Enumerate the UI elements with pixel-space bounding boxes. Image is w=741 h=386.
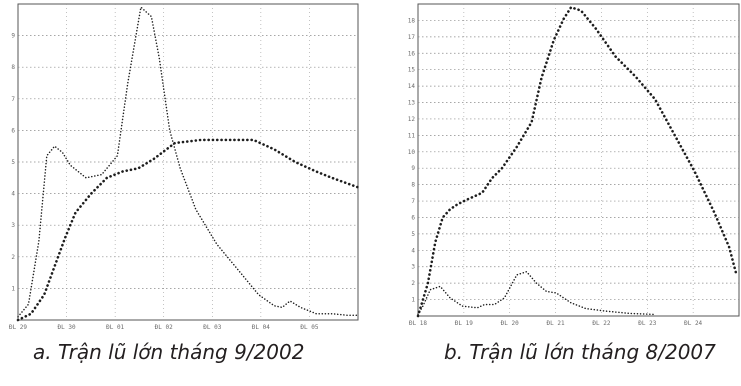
y-tick-label: 6 [11, 127, 15, 134]
series-line-1 [416, 5, 738, 318]
y-tick-label: 15 [408, 67, 416, 74]
x-tick-label: ĐL 02 [155, 324, 173, 331]
y-tick-label: 3 [11, 222, 15, 229]
y-tick-label: 9 [411, 165, 415, 172]
chart-caption-a: a. Trận lũ lớn tháng 9/2002 [33, 340, 305, 364]
y-tick-label: 6 [411, 214, 415, 221]
y-tick-label: 2 [11, 254, 15, 261]
y-tick-label: 3 [411, 264, 415, 271]
y-tick-label: 1 [11, 285, 15, 292]
y-tick-label: 5 [11, 159, 15, 166]
y-tick-label: 7 [411, 198, 415, 205]
x-tick-label: ĐL 23 [638, 320, 656, 327]
y-tick-label: 7 [11, 96, 15, 103]
y-tick-label: 4 [411, 247, 415, 254]
chart-panel-a: 1 2 3 4 5 6 7 8 9 ĐL 29 ĐL 30 ĐL 01 ĐL 02 ĐL 03 ĐL 04 Đ… [0, 0, 370, 386]
x-tick-label: ĐL 20 [501, 320, 519, 327]
x-tick-label: ĐL 29 [9, 324, 27, 331]
x-tick-label: ĐL 05 [300, 324, 318, 331]
series-line-2 [417, 270, 656, 316]
y-tick-label: 17 [408, 34, 416, 41]
y-tick-label: 14 [408, 83, 416, 90]
y-tick-label: 5 [411, 231, 415, 238]
series-line-2 [16, 138, 360, 322]
x-tick-label: ĐL 24 [684, 320, 702, 327]
x-tick-label: ĐL 01 [106, 324, 124, 331]
y-tick-label: 9 [11, 33, 15, 40]
x-tick-label: ĐL 19 [455, 320, 473, 327]
x-tick-label: ĐL 03 [203, 324, 221, 331]
hydrograph-chart-a: 1 2 3 4 5 6 7 8 9 ĐL 29 ĐL 30 ĐL 01 ĐL 02 ĐL 03 ĐL 04 Đ… [9, 3, 360, 331]
y-tick-label: 18 [408, 17, 416, 24]
y-tick-label: 16 [408, 50, 416, 57]
y-tick-label: 12 [408, 116, 416, 123]
y-tick-label: 8 [11, 64, 15, 71]
y-tick-label: 10 [408, 149, 416, 156]
x-tick-label: ĐL 21 [547, 320, 565, 327]
y-tick-label: 11 [408, 132, 416, 139]
series-line-1 [17, 5, 359, 318]
y-tick-label: 4 [11, 191, 15, 198]
chart-caption-b: b. Trận lũ lớn tháng 8/2007 [444, 340, 716, 364]
plot-frame [417, 3, 740, 317]
y-tick-label: 13 [408, 100, 416, 107]
y-tick-label: 1 [411, 297, 415, 304]
x-tick-label: ĐL 04 [252, 324, 270, 331]
y-tick-label: 2 [411, 280, 415, 287]
chart-panel-b: 1 2 3 4 5 6 7 8 9 10 11 12 13 14 15 16 17 18 ĐL 18 ĐL 19 ĐL … [388, 0, 741, 386]
y-tick-label: 8 [411, 182, 415, 189]
x-tick-label: ĐL 30 [58, 324, 76, 331]
x-tick-label: ĐL 18 [409, 320, 427, 327]
x-tick-label: ĐL 22 [592, 320, 610, 327]
